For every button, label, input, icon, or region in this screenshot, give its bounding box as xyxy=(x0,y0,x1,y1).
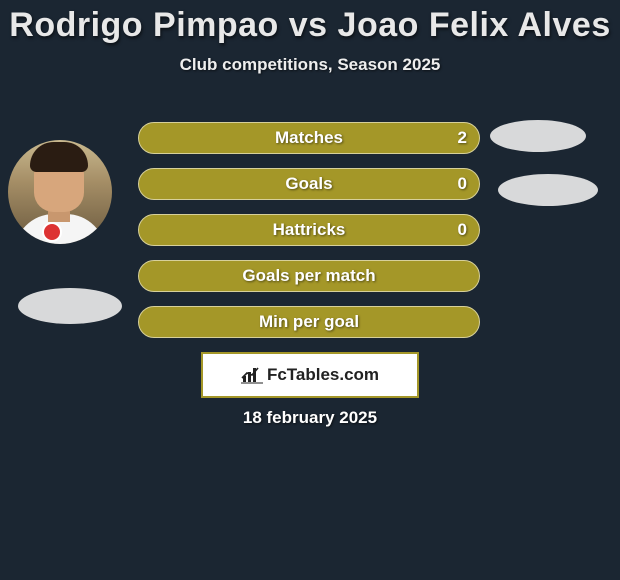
source-logo-box: FcTables.com xyxy=(201,352,419,398)
right-ellipse-shape-2 xyxy=(498,174,598,206)
bar-chart-icon xyxy=(241,366,263,384)
stat-bar-goals-per-match: Goals per match xyxy=(138,260,480,292)
stat-label: Hattricks xyxy=(139,215,479,245)
stat-label: Goals per match xyxy=(139,261,479,291)
stat-bar-hattricks: Hattricks 0 xyxy=(138,214,480,246)
stat-label: Min per goal xyxy=(139,307,479,337)
stat-value: 0 xyxy=(458,215,467,245)
page-subtitle: Club competitions, Season 2025 xyxy=(0,55,620,75)
stat-bar-goals: Goals 0 xyxy=(138,168,480,200)
stat-label: Goals xyxy=(139,169,479,199)
source-logo-text: FcTables.com xyxy=(267,365,379,385)
page-title: Rodrigo Pimpao vs Joao Felix Alves xyxy=(0,0,620,45)
stat-bar-min-per-goal: Min per goal xyxy=(138,306,480,338)
stats-bars: Matches 2 Goals 0 Hattricks 0 Goals per … xyxy=(138,122,480,352)
stat-bar-matches: Matches 2 xyxy=(138,122,480,154)
stat-value: 2 xyxy=(458,123,467,153)
footer-date: 18 february 2025 xyxy=(0,408,620,428)
stat-value: 0 xyxy=(458,169,467,199)
right-ellipse-shape-1 xyxy=(490,120,586,152)
source-logo: FcTables.com xyxy=(241,365,379,385)
left-player-avatar xyxy=(8,140,112,244)
stat-label: Matches xyxy=(139,123,479,153)
left-ellipse-shape xyxy=(18,288,122,324)
